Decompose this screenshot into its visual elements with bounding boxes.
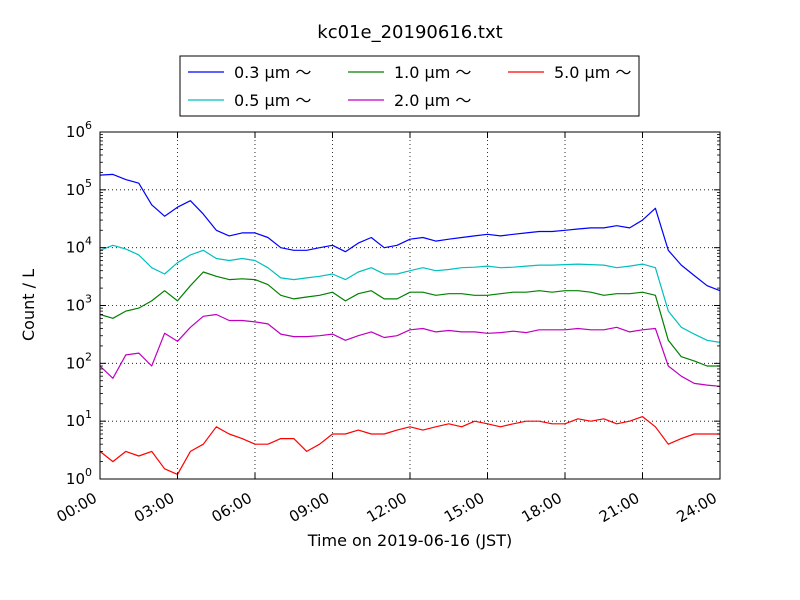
legend-label-3: 1.0 μm ～ xyxy=(394,63,471,82)
y-tick-label: 104 xyxy=(66,235,92,257)
x-axis-label: Time on 2019-06-16 (JST) xyxy=(307,531,512,550)
y-tick-label: 106 xyxy=(66,119,92,141)
legend-label-2: 0.5 μm ～ xyxy=(234,91,311,110)
y-tick-label: 102 xyxy=(66,350,92,372)
series-line-2 xyxy=(99,244,721,343)
grid xyxy=(100,132,720,479)
series-group xyxy=(99,173,721,475)
series-line-3 xyxy=(99,271,720,367)
y-axis-label: Count / L xyxy=(19,269,38,341)
y-tick-label: 105 xyxy=(66,177,92,199)
series-line-5 xyxy=(99,416,720,475)
legend-box xyxy=(179,55,640,117)
series-line-1 xyxy=(99,173,721,292)
legend: 0.3 μm ～ 1.0 μm ～ 5.0 μm ～ 0.5 μm ～ 2.0 μm ～ xyxy=(179,55,640,117)
chart-title: kc01e_20190616.txt xyxy=(317,22,502,43)
y-tick-label: 100 xyxy=(66,466,92,488)
series-line-4 xyxy=(99,313,721,387)
y-tick-label: 101 xyxy=(66,408,92,430)
legend-label-4: 2.0 μm ～ xyxy=(394,91,471,110)
legend-label-1: 0.3 μm ～ xyxy=(234,63,311,82)
legend-label-5: 5.0 μm ～ xyxy=(554,63,631,82)
y-axis: 100 101 102 103 104 105 106 xyxy=(66,119,720,488)
y-tick-label: 103 xyxy=(66,293,92,315)
